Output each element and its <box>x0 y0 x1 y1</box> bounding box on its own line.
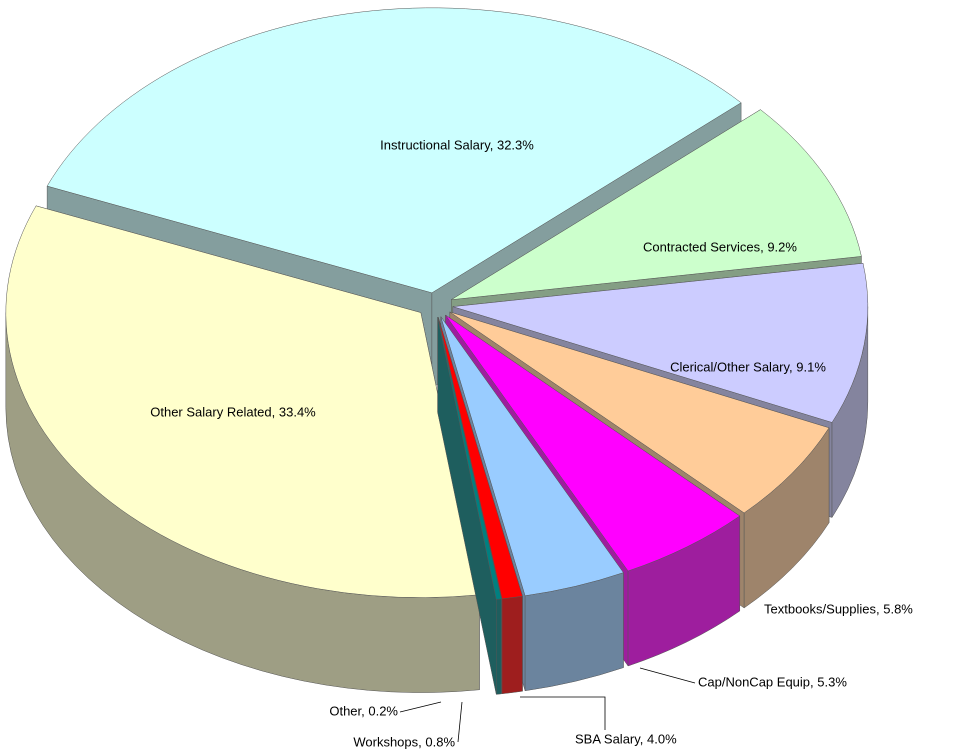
leader-line <box>399 701 442 713</box>
data-label: SBA Salary, 4.0% <box>575 731 677 746</box>
data-label: Other, 0.2% <box>329 703 398 718</box>
leader-line <box>520 696 606 730</box>
slice-top <box>451 109 862 300</box>
data-label: Textbooks/Supplies, 5.8% <box>764 601 913 616</box>
slice <box>437 317 502 695</box>
slice-wall <box>496 598 502 695</box>
data-label: Instructional Salary, 32.3% <box>380 137 534 152</box>
slice-top <box>445 314 741 572</box>
slice-top <box>449 311 830 514</box>
data-label: Cap/NonCap Equip, 5.3% <box>698 674 847 689</box>
data-label: Other Salary Related, 33.4% <box>150 404 316 419</box>
data-label: Contracted Services, 9.2% <box>643 239 797 254</box>
slice-top <box>452 263 869 423</box>
leader-line <box>639 667 696 684</box>
data-label: Clerical/Other Salary, 9.1% <box>670 359 826 374</box>
data-label: Workshops, 0.8% <box>353 734 455 749</box>
slice <box>5 205 480 693</box>
slice-top <box>437 317 502 600</box>
slice-wall <box>501 595 523 695</box>
slice-top <box>46 7 742 294</box>
slice-top <box>437 317 523 600</box>
slice-top <box>5 205 480 598</box>
slice-top <box>440 316 624 597</box>
leader-line <box>457 701 463 743</box>
